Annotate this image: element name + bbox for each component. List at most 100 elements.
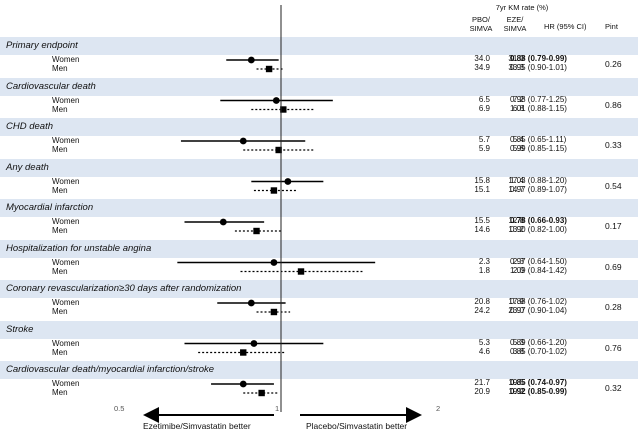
- pint-value: 0.32: [605, 383, 622, 393]
- eze-rate: 5.3: [512, 337, 524, 347]
- endpoint-title: Hospitalization for unstable angina: [6, 242, 152, 254]
- eze-rate: 33.3: [508, 63, 524, 72]
- point-women-circle: [284, 178, 292, 185]
- endpoint-band: [0, 199, 638, 217]
- pbo-rate: 20.9: [474, 387, 490, 396]
- pint-column-header: Pint: [605, 22, 618, 31]
- pint-value: 0.86: [605, 99, 622, 110]
- point-men-square: [265, 65, 273, 73]
- pbo-rate: 34.9: [474, 63, 490, 72]
- point-men-square: [275, 146, 282, 154]
- sex-label: Women: [52, 298, 80, 307]
- eze-rate: 23.0: [508, 306, 524, 315]
- eze-rate: 5.8: [512, 144, 524, 153]
- pbo-column-header: PBO/ SIMVA: [469, 15, 493, 33]
- point-men-square: [258, 389, 265, 397]
- hr-column-header: HR (95% CI): [544, 22, 587, 31]
- eze-rate: 6.8: [512, 103, 524, 113]
- endpoint-title: Primary endpoint: [6, 40, 78, 51]
- pbo-rate: 34.0: [474, 54, 490, 63]
- hr-ci-text: 0.85 (0.65-1.11): [510, 135, 567, 144]
- pbo-rate: 4.6: [478, 346, 490, 356]
- sex-label: Women: [52, 55, 80, 64]
- hr-ci-text: 0.98 (0.77-1.25): [510, 94, 567, 104]
- sex-label: Women: [52, 338, 80, 348]
- pint-value: 0.33: [605, 140, 622, 150]
- point-women-circle: [247, 56, 255, 64]
- endpoint-band: [0, 37, 638, 55]
- endpoint-title: Cardiovascular death/myocardial infarcti…: [6, 364, 215, 375]
- hr-ci-text: 0.97 (0.90-1.04): [510, 306, 567, 315]
- point-women-circle: [272, 97, 280, 104]
- eze-rate: 17.9: [508, 297, 524, 306]
- sex-label: Men: [52, 307, 68, 316]
- eze-rate: 2.0: [512, 265, 524, 275]
- pbo-rate: 6.9: [478, 103, 490, 113]
- point-men-square: [240, 349, 247, 356]
- sex-label: Men: [52, 64, 68, 73]
- pbo-rate: 14.6: [474, 225, 490, 234]
- hr-ci-text: 0.85 (0.74-0.97): [510, 378, 567, 387]
- eze-rate: 5.4: [512, 135, 524, 144]
- x-tick-label: 0.5: [114, 404, 125, 413]
- sex-label: Women: [52, 379, 80, 388]
- pint-value: 0.17: [605, 221, 622, 231]
- pint-value: 0.69: [605, 261, 622, 272]
- point-women-circle: [219, 218, 227, 226]
- hr-ci-text: 0.97 (0.89-1.07): [510, 184, 567, 194]
- hr-ci-text: 0.97 (0.64-1.50): [510, 256, 567, 266]
- left-favor-label: Ezetimibe/Simvastatin better: [143, 421, 251, 431]
- endpoint-band: [0, 77, 638, 96]
- endpoint-band: [0, 158, 638, 177]
- point-men-square: [270, 187, 278, 194]
- hr-ci-text: 0.92 (0.85-0.99): [510, 387, 567, 396]
- hr-ci-text: 0.88 (0.76-1.02): [510, 297, 567, 306]
- pbo-rate: 20.8: [474, 297, 490, 306]
- point-women-circle: [270, 259, 278, 266]
- endpoint-title: Myocardial infarction: [6, 202, 94, 213]
- eze-rate: 12.8: [508, 216, 524, 225]
- hr-ci-text: 0.95 (0.90-1.01): [510, 63, 567, 72]
- x-tick-label: 2: [436, 404, 441, 413]
- endpoint-band: [0, 118, 638, 136]
- pbo-rate: 2.3: [478, 256, 490, 266]
- x-tick-label: 1: [275, 404, 280, 413]
- point-women-circle: [239, 137, 247, 145]
- hr-ci-text: 0.85 (0.70-1.02): [510, 346, 567, 356]
- eze-rate: 3.8: [512, 346, 524, 356]
- endpoint-band: [0, 361, 638, 379]
- hr-ci-text: 0.88 (0.79-0.99): [510, 54, 567, 63]
- eze-column-header: EZE/ SIMVA: [503, 15, 527, 33]
- endpoint-band: [0, 280, 638, 298]
- sex-label: Men: [52, 347, 68, 357]
- point-men-square: [280, 106, 287, 113]
- eze-rate: 17.4: [508, 175, 524, 185]
- point-men-square: [253, 227, 260, 235]
- pbo-rate: 15.1: [474, 184, 490, 194]
- eze-rate: 14.7: [508, 184, 524, 194]
- hr-ci-text: 1.09 (0.84-1.42): [510, 265, 567, 275]
- eze-rate: 2.3: [512, 256, 524, 266]
- sex-label: Men: [52, 104, 68, 114]
- endpoint-band: [0, 320, 638, 339]
- pbo-rate: 6.5: [478, 94, 490, 104]
- pbo-rate: 24.2: [474, 306, 490, 315]
- right-favor-label: Placebo/Simvastatin better: [306, 421, 408, 431]
- pint-value: 0.26: [605, 59, 622, 69]
- endpoint-title: Cardiovascular death: [6, 80, 96, 92]
- pbo-rate: 5.3: [478, 337, 490, 347]
- sex-label: Men: [52, 185, 68, 195]
- endpoint-title: Coronary revascularization≥30 days after…: [6, 283, 242, 294]
- sex-label: Women: [52, 176, 80, 186]
- sex-label: Women: [52, 95, 80, 105]
- point-men-square: [297, 268, 305, 275]
- sex-label: Women: [52, 257, 80, 267]
- endpoint-title: CHD death: [6, 121, 53, 132]
- sex-label: Men: [52, 226, 68, 235]
- sex-label: Men: [52, 388, 68, 397]
- sex-label: Women: [52, 136, 80, 145]
- eze-rate: 19.2: [508, 387, 524, 396]
- pbo-rate: 5.7: [478, 135, 490, 144]
- point-women-circle: [250, 340, 258, 347]
